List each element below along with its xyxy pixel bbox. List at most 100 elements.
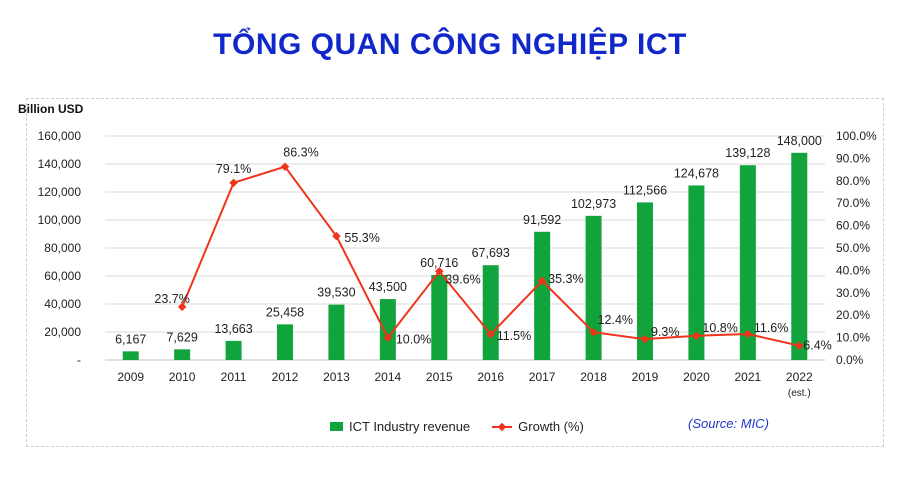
growth-point [177,302,187,312]
x-tick-label: 2012 [272,370,299,384]
y-axis-unit-label: Billion USD [18,102,84,116]
bar-data-label: 91,592 [523,213,561,227]
y2-tick-label: 10.0% [836,331,870,345]
bar-data-label: 112,566 [623,183,667,197]
y-tick-label: 80,000 [44,241,81,255]
bar [174,349,191,360]
source-note: (Source: MIC) [688,416,769,431]
legend-label-growth: Growth (%) [518,419,584,434]
bar-data-label: 7,629 [167,330,198,344]
bar-data-label: 67,693 [472,246,510,260]
bar [688,185,705,360]
x-tick-label: 2009 [117,370,144,384]
x-tick-label: 2022 [786,370,813,384]
growth-point [640,334,650,344]
growth-data-label: 39.6% [445,272,480,286]
growth-data-label: 11.6% [754,321,789,335]
y-tick-label: 40,000 [44,297,81,311]
growth-data-label: 6.4% [803,339,832,353]
y2-tick-label: 90.0% [836,151,870,165]
x-tick-label: 2019 [632,370,659,384]
growth-data-label: 79.1% [216,162,251,176]
y-tick-label: 140,000 [38,157,82,171]
y-tick-label: - [77,353,81,367]
bar-data-label: 60,716 [420,256,458,270]
y2-tick-label: 30.0% [836,286,870,300]
bar [534,231,551,360]
x-tick-label: 2013 [323,370,350,384]
growth-point [692,331,701,341]
growth-point [537,276,547,286]
bar-data-label: 148,000 [777,134,822,148]
bar [739,165,756,360]
y-tick-label: 120,000 [38,185,82,199]
y2-tick-label: 20.0% [836,308,870,322]
bar-data-label: 139,128 [725,146,770,160]
x-tick-label: 2015 [426,370,453,384]
bar [482,265,499,360]
growth-data-label: 11.5% [497,329,532,343]
x-tick-label: 2018 [580,370,607,384]
bar-data-label: 102,973 [571,197,616,211]
x-tick-label: 2021 [735,370,762,384]
bar-data-label: 25,458 [266,305,304,319]
legend-bar-swatch [330,422,343,431]
x-tick-label: 2014 [375,370,402,384]
x-tick-label: 2017 [529,370,556,384]
bar [637,202,653,360]
legend-item-growth: Growth (%) [492,419,584,434]
x-tick-label: 2016 [477,370,504,384]
bar [122,351,139,360]
y2-tick-label: 70.0% [836,196,870,210]
legend: ICT Industry revenue Growth (%) [330,419,606,434]
bar-data-label: 124,678 [674,166,719,180]
growth-point [795,341,804,350]
growth-point [486,329,495,339]
bar [225,340,242,360]
bar [328,304,345,360]
growth-point [332,231,341,241]
bar [379,299,396,360]
growth-point [435,267,444,276]
x-tick-note: (est.) [788,388,811,399]
growth-data-label: 55.3% [344,231,379,245]
growth-point [383,333,393,342]
y2-tick-label: 40.0% [836,263,870,277]
bar-data-label: 43,500 [369,280,407,294]
growth-point [229,178,238,188]
x-tick-label: 2010 [169,370,196,384]
bar-data-label: 6,167 [115,332,146,346]
y2-tick-label: 50.0% [836,241,870,255]
x-tick-label: 2011 [221,370,247,384]
bar [277,324,293,360]
chart-frame [26,98,884,447]
growth-data-label: 35.3% [548,272,583,286]
y2-tick-label: 80.0% [836,174,870,188]
growth-data-label: 10.8% [702,321,737,335]
bar [585,215,602,360]
growth-data-label: 9.3% [651,325,680,339]
growth-data-label: 86.3% [283,146,318,160]
legend-line-swatch [492,422,513,432]
bar-data-label: 39,530 [317,286,355,300]
y-tick-label: 20,000 [44,325,81,339]
y-tick-label: 160,000 [38,129,82,143]
y-tick-label: 60,000 [44,269,81,283]
y-tick-label: 100,000 [38,213,82,227]
legend-item-revenue: ICT Industry revenue [330,419,470,434]
growth-data-label: 10.0% [396,333,431,347]
growth-data-label: 12.4% [598,313,633,327]
y2-tick-label: 100.0% [836,129,877,143]
bar [431,274,448,360]
x-tick-label: 2020 [683,370,710,384]
chart-title: TỔNG QUAN CÔNG NGHIỆP ICT [213,28,687,61]
growth-point [743,329,753,339]
bar-data-label: 13,663 [214,322,252,336]
legend-label-revenue: ICT Industry revenue [349,419,471,434]
bar [791,152,808,360]
growth-point [589,327,598,337]
y2-tick-label: 0.0% [836,353,864,367]
growth-point [280,162,290,171]
growth-data-label: 23.7% [154,292,189,306]
